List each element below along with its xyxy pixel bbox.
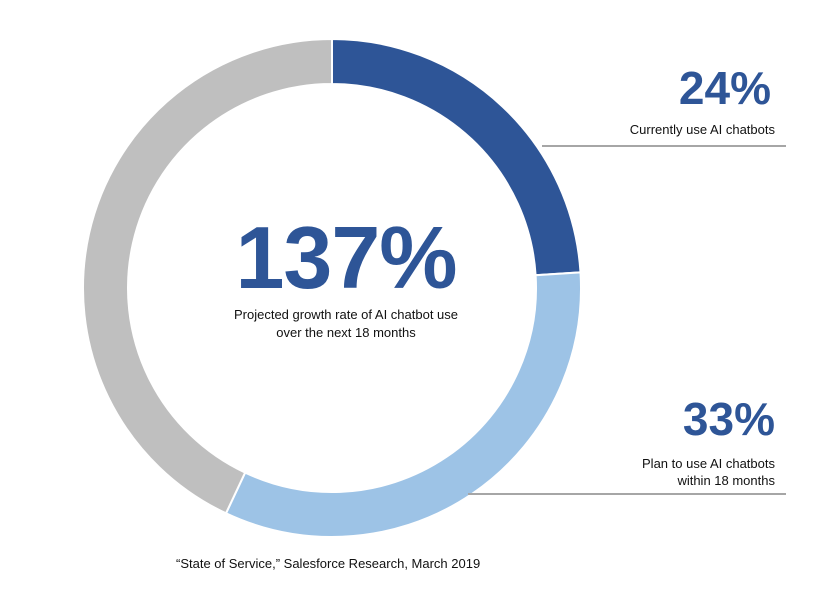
slice-remainder <box>82 37 333 515</box>
callout-label-planned: Plan to use AI chatbots within 18 months <box>642 456 775 488</box>
callout-line-current <box>542 145 786 147</box>
center-caption: Projected growth rate of AI chatbot use … <box>233 307 459 340</box>
source-citation: “State of Service,” Salesforce Research,… <box>176 556 481 571</box>
callout-label-current: Currently use AI chatbots <box>629 122 775 137</box>
callout-value-current: 24% <box>678 62 771 114</box>
callout-value-planned: 33% <box>682 393 775 445</box>
callout-line-planned <box>468 493 786 495</box>
center-value: 137% <box>235 208 457 307</box>
